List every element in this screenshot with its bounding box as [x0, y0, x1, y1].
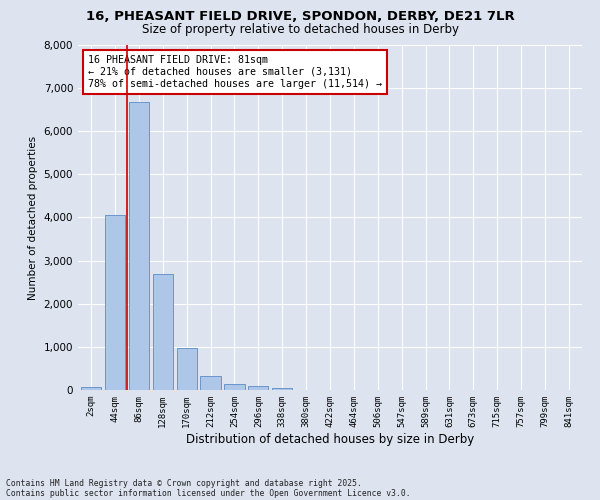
Bar [272, 388, 292, 390]
Text: 16, PHEASANT FIELD DRIVE, SPONDON, DERBY, DE21 7LR: 16, PHEASANT FIELD DRIVE, SPONDON, DERBY… [86, 10, 514, 23]
Bar [224, 384, 245, 390]
X-axis label: Distribution of detached houses by size in Derby: Distribution of detached houses by size … [186, 432, 474, 446]
Bar [152, 274, 173, 390]
Bar [129, 102, 149, 390]
Bar [81, 387, 101, 390]
Text: Size of property relative to detached houses in Derby: Size of property relative to detached ho… [142, 22, 458, 36]
Y-axis label: Number of detached properties: Number of detached properties [28, 136, 38, 300]
Text: 16 PHEASANT FIELD DRIVE: 81sqm
← 21% of detached houses are smaller (3,131)
78% : 16 PHEASANT FIELD DRIVE: 81sqm ← 21% of … [88, 56, 382, 88]
Bar [248, 386, 268, 390]
Text: Contains HM Land Registry data © Crown copyright and database right 2025.: Contains HM Land Registry data © Crown c… [6, 478, 362, 488]
Bar [200, 376, 221, 390]
Text: Contains public sector information licensed under the Open Government Licence v3: Contains public sector information licen… [6, 488, 410, 498]
Bar [176, 348, 197, 390]
Bar [105, 216, 125, 390]
